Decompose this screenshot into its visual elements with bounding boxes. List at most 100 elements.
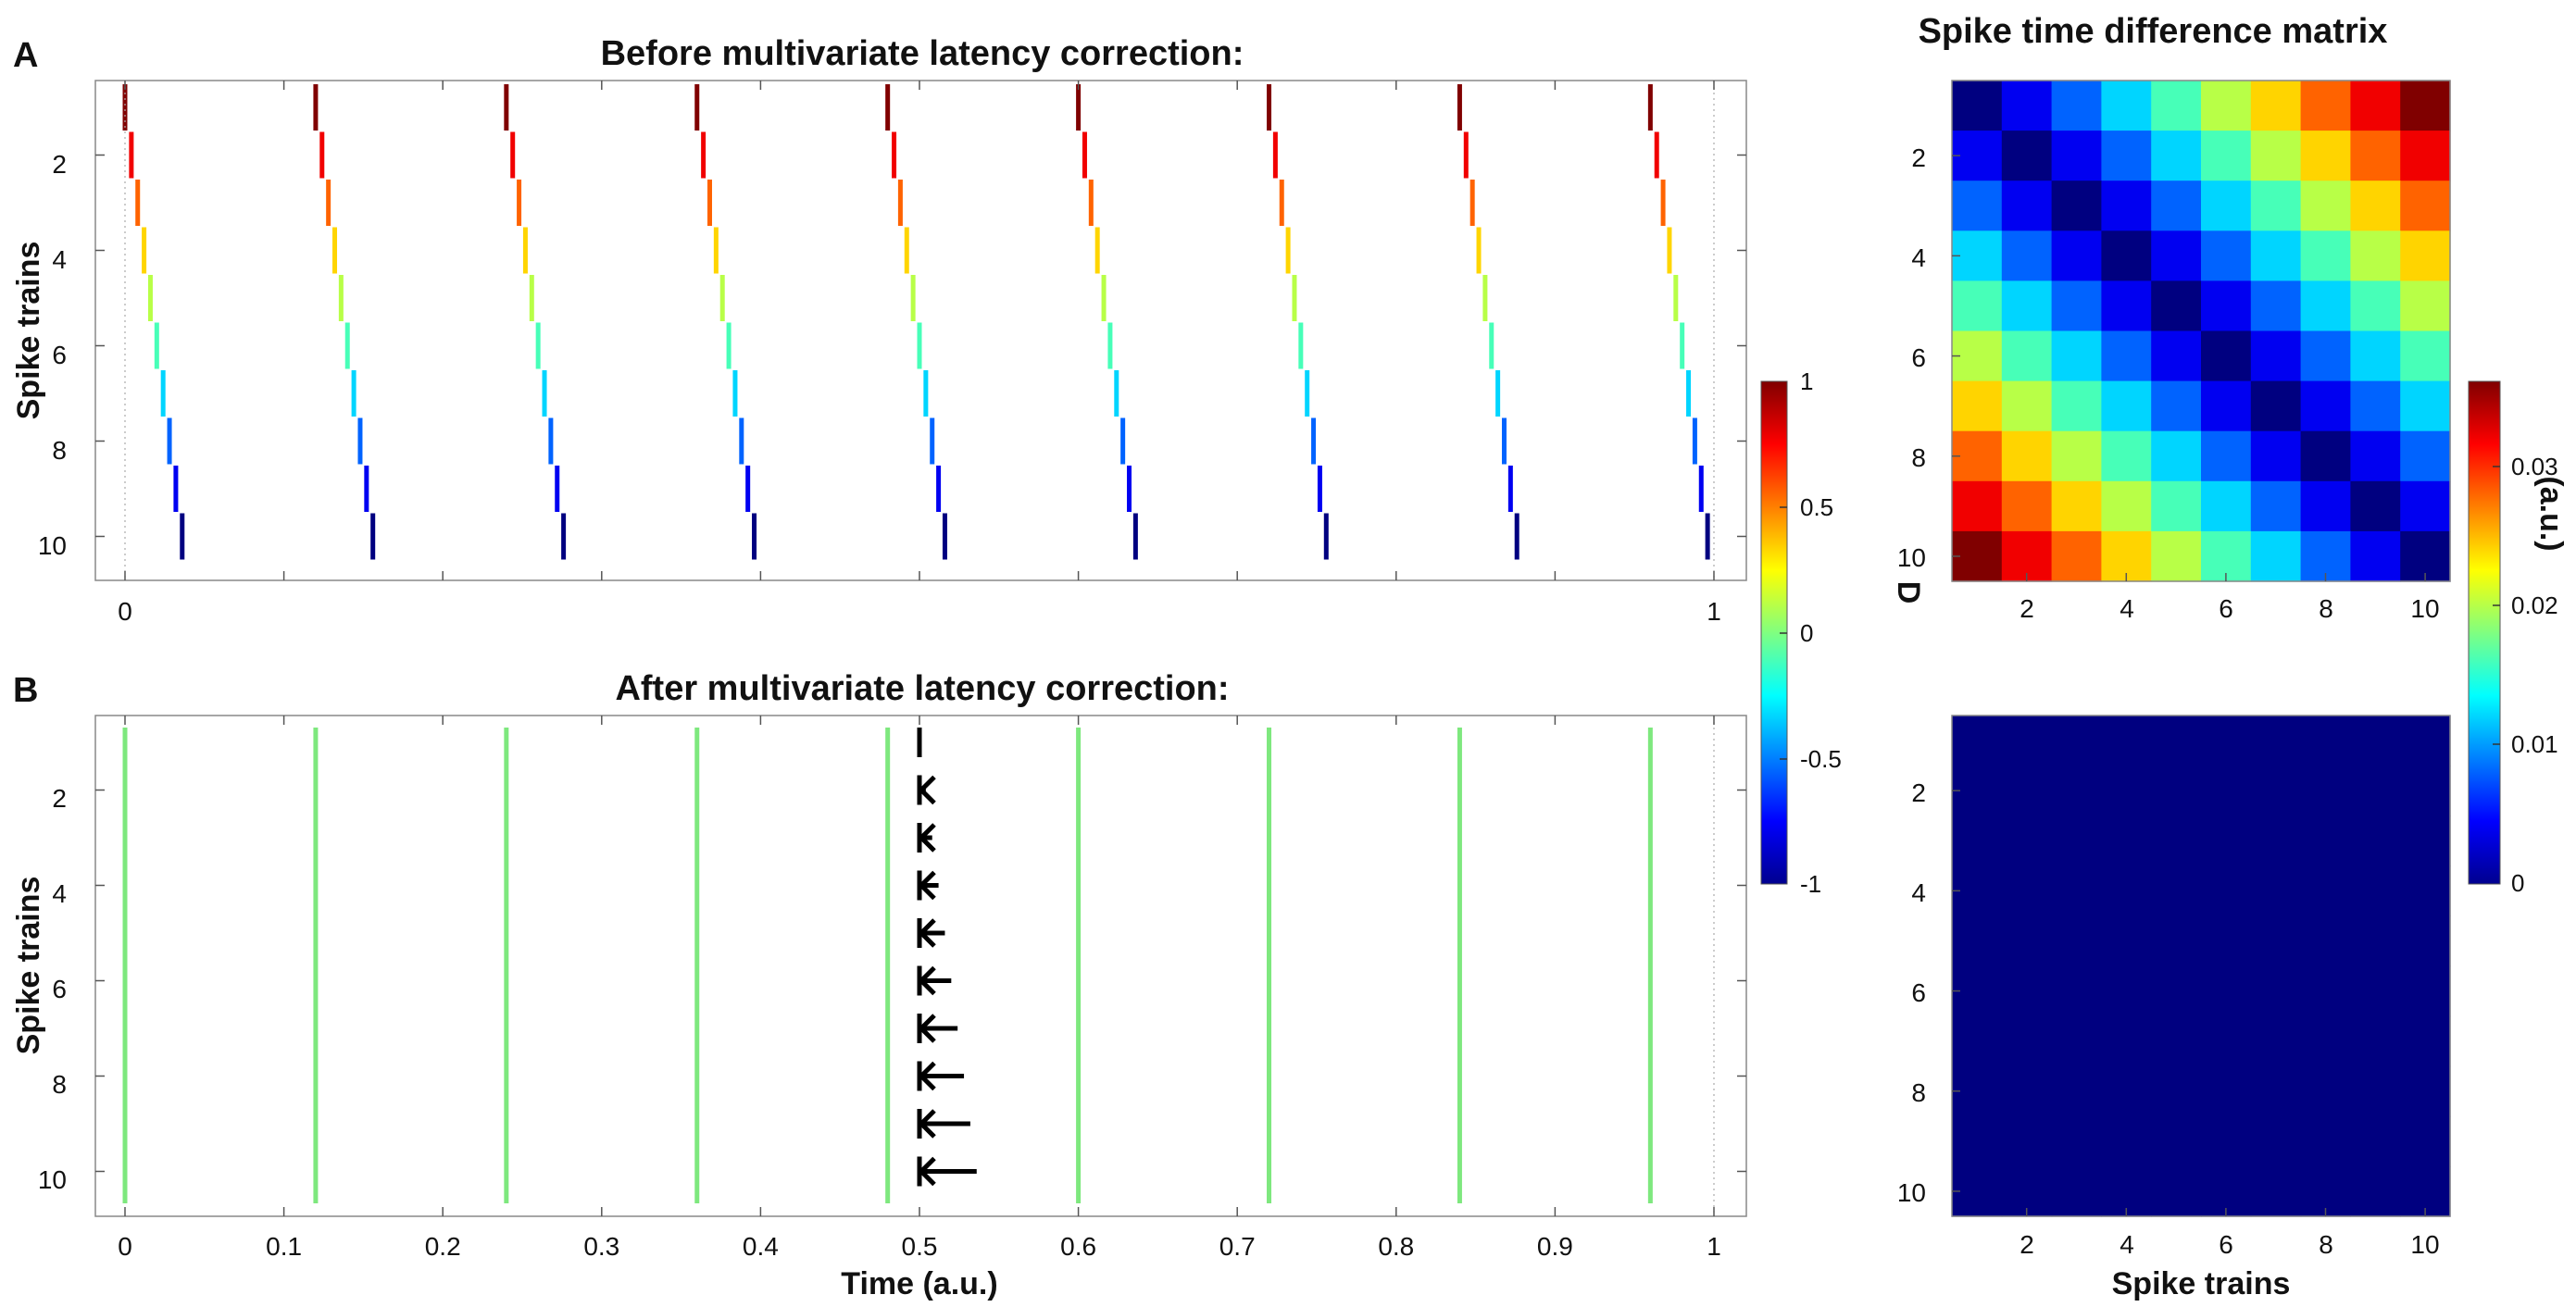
matrix-bottom-cell-5-5: [2151, 915, 2202, 967]
matrix-bottom-cell-9-1: [1952, 1115, 2003, 1167]
matrix-top-cell-9-9: [2350, 480, 2401, 532]
matrix-top-cell-5-9: [2350, 280, 2401, 332]
matrix-bottom-cell-1-4: [2101, 716, 2152, 766]
matrix-bottom-cell-9-2: [2001, 1115, 2053, 1167]
matrix-top-cell-3-7: [2250, 180, 2302, 231]
matrix-bottom-cell-7-4: [2101, 1015, 2152, 1067]
matrix-bottom-cell-8-10: [2400, 1065, 2451, 1117]
panel-a-label: A: [13, 36, 38, 75]
matrix-bottom-cell-6-4: [2101, 965, 2152, 1017]
matrix-top-cell-1-8: [2300, 81, 2351, 131]
matrix-bottom-cell-6-5: [2151, 965, 2202, 1017]
shift-arrow-4-head: [918, 870, 936, 901]
matrix-bottom-cell-3-7: [2250, 815, 2302, 866]
matrix-top-cell-4-4: [2101, 230, 2152, 281]
panel-b-ytick-4: 4: [52, 879, 67, 908]
panel-b-xlabel: Time (a.u.): [841, 1266, 997, 1301]
shift-arrow-2: [917, 775, 936, 805]
matrix-bottom-cells: [1952, 716, 2451, 1217]
matrix-bottom-cell-4-8: [2300, 865, 2351, 916]
matrix-bottom-cell-8-7: [2250, 1065, 2302, 1117]
matrix-top-cell-10-3: [2051, 530, 2102, 582]
matrix-top-cell-3-3: [2051, 180, 2102, 231]
matrix-bottom-cell-8-5: [2151, 1065, 2202, 1117]
shift-arrow-3-head: [918, 823, 936, 853]
matrix-bottom-cell-3-10: [2400, 815, 2451, 866]
matrix-top-cell-1-6: [2201, 81, 2252, 131]
matrix-top-cell-2-7: [2250, 131, 2302, 181]
matrix-bottom-cell-1-5: [2151, 716, 2202, 766]
matrix-bottom-cell-1-7: [2250, 716, 2302, 766]
matrix-bottom-cell-3-3: [2051, 815, 2102, 866]
matrix-top-cell-8-10: [2400, 430, 2451, 482]
matrix-top-cell-3-5: [2151, 180, 2202, 231]
matrix-bottom-cell-4-10: [2400, 865, 2451, 916]
matrix-bottom-cell-3-1: [1952, 815, 2003, 866]
matrix-top-cell-4-3: [2051, 230, 2102, 281]
matrix-top-cell-7-6: [2201, 380, 2252, 432]
matrix-top-cell-7-7: [2250, 380, 2302, 432]
matrix-top-cell-8-6: [2201, 430, 2252, 482]
matrix-bottom-cell-7-7: [2250, 1015, 2302, 1067]
matrix-top-cell-3-2: [2001, 180, 2053, 231]
matrix-bottom-xtick-8: 8: [2319, 1230, 2333, 1259]
matrix-top-cells: [1952, 81, 2451, 582]
matrix-bottom-cell-5-9: [2350, 915, 2401, 967]
matrix-bottom-cell-1-8: [2300, 716, 2351, 766]
matrix-top-cell-7-10: [2400, 380, 2451, 432]
matrix-top-ytick-4: 4: [1911, 243, 1926, 272]
matrix-bottom-cell-7-5: [2151, 1015, 2202, 1067]
panel-b-ytick-8: 8: [52, 1070, 67, 1099]
matrix-bottom-cell-4-9: [2350, 865, 2401, 916]
panel-a-ylabel: Spike trains: [11, 242, 46, 420]
shift-arrow-4: [917, 870, 939, 901]
panel-b-xtick-labels: 0 0.1 0.2 0.3 0.4 0.5 0.6 0.7 0.8 0.9 1: [118, 1232, 1721, 1261]
matrix-bottom-frame: [1951, 715, 2451, 1217]
matrix-bottom-xtick-10: 10: [2410, 1230, 2439, 1259]
matrix-top-cell-5-10: [2400, 280, 2451, 332]
matrix-bottom-cell-8-8: [2300, 1065, 2351, 1117]
matrix-bottom-cell-6-9: [2350, 965, 2401, 1017]
matrix-top-cell-4-10: [2400, 230, 2451, 281]
matrix-bottom-cell-2-9: [2350, 766, 2401, 816]
matrix-top-cell-8-3: [2051, 430, 2102, 482]
shift-arrow-6: [917, 965, 952, 996]
matrix-top-cell-6-4: [2101, 330, 2152, 382]
matrix-bottom-cell-4-7: [2250, 865, 2302, 916]
matrix-top-cell-8-5: [2151, 430, 2202, 482]
panel-b-ylabel: Spike trains: [11, 877, 46, 1055]
matrix-top-cell-6-2: [2001, 330, 2053, 382]
matrix-top-cell-10-5: [2151, 530, 2202, 582]
matrix-bottom-cell-3-4: [2101, 815, 2152, 866]
matrix-bottom-cell-10-1: [1952, 1165, 2003, 1217]
matrix-bottom-cell-9-10: [2400, 1115, 2451, 1167]
matrix-top-cell-4-6: [2201, 230, 2252, 281]
matrix-bottom-cell-1-9: [2350, 716, 2401, 766]
matrix-top-cell-7-4: [2101, 380, 2152, 432]
panel-b-title: After multivariate latency correction:: [615, 669, 1229, 708]
matrix-top-cell-2-8: [2300, 131, 2351, 181]
colorbar-matrix-tick-0.03: 0.03: [2511, 453, 2558, 480]
matrix-top-cell-9-4: [2101, 480, 2152, 532]
matrix-bottom-xtick-6: 6: [2219, 1230, 2233, 1259]
matrix-top-ticks: [1952, 155, 2426, 581]
matrix-top-cell-7-2: [2001, 380, 2053, 432]
matrix-top-cell-2-3: [2051, 131, 2102, 181]
matrix-bottom-cell-4-4: [2101, 865, 2152, 916]
matrix-bottom-cell-10-5: [2151, 1165, 2202, 1217]
matrix-bottom-cell-2-3: [2051, 766, 2102, 816]
shift-arrow-9-head: [918, 1109, 936, 1139]
matrix-top-cell-1-7: [2250, 81, 2302, 131]
matrix-top-cell-2-10: [2400, 131, 2451, 181]
panel-a-ytick-6: 6: [52, 341, 67, 369]
matrix-bottom-cell-2-5: [2151, 766, 2202, 816]
matrix-bottom-cell-6-10: [2400, 965, 2451, 1017]
panel-b-xtick-2: 0.2: [425, 1232, 461, 1261]
panel-b-ticks: [95, 716, 1746, 1216]
panel-b-raster: [122, 716, 1715, 1215]
matrix-top-ytick-8: 8: [1911, 443, 1926, 472]
matrix-bottom-cell-2-7: [2250, 766, 2302, 816]
matrix-bottom-cell-5-6: [2201, 915, 2252, 967]
matrix-top-cell-2-5: [2151, 131, 2202, 181]
